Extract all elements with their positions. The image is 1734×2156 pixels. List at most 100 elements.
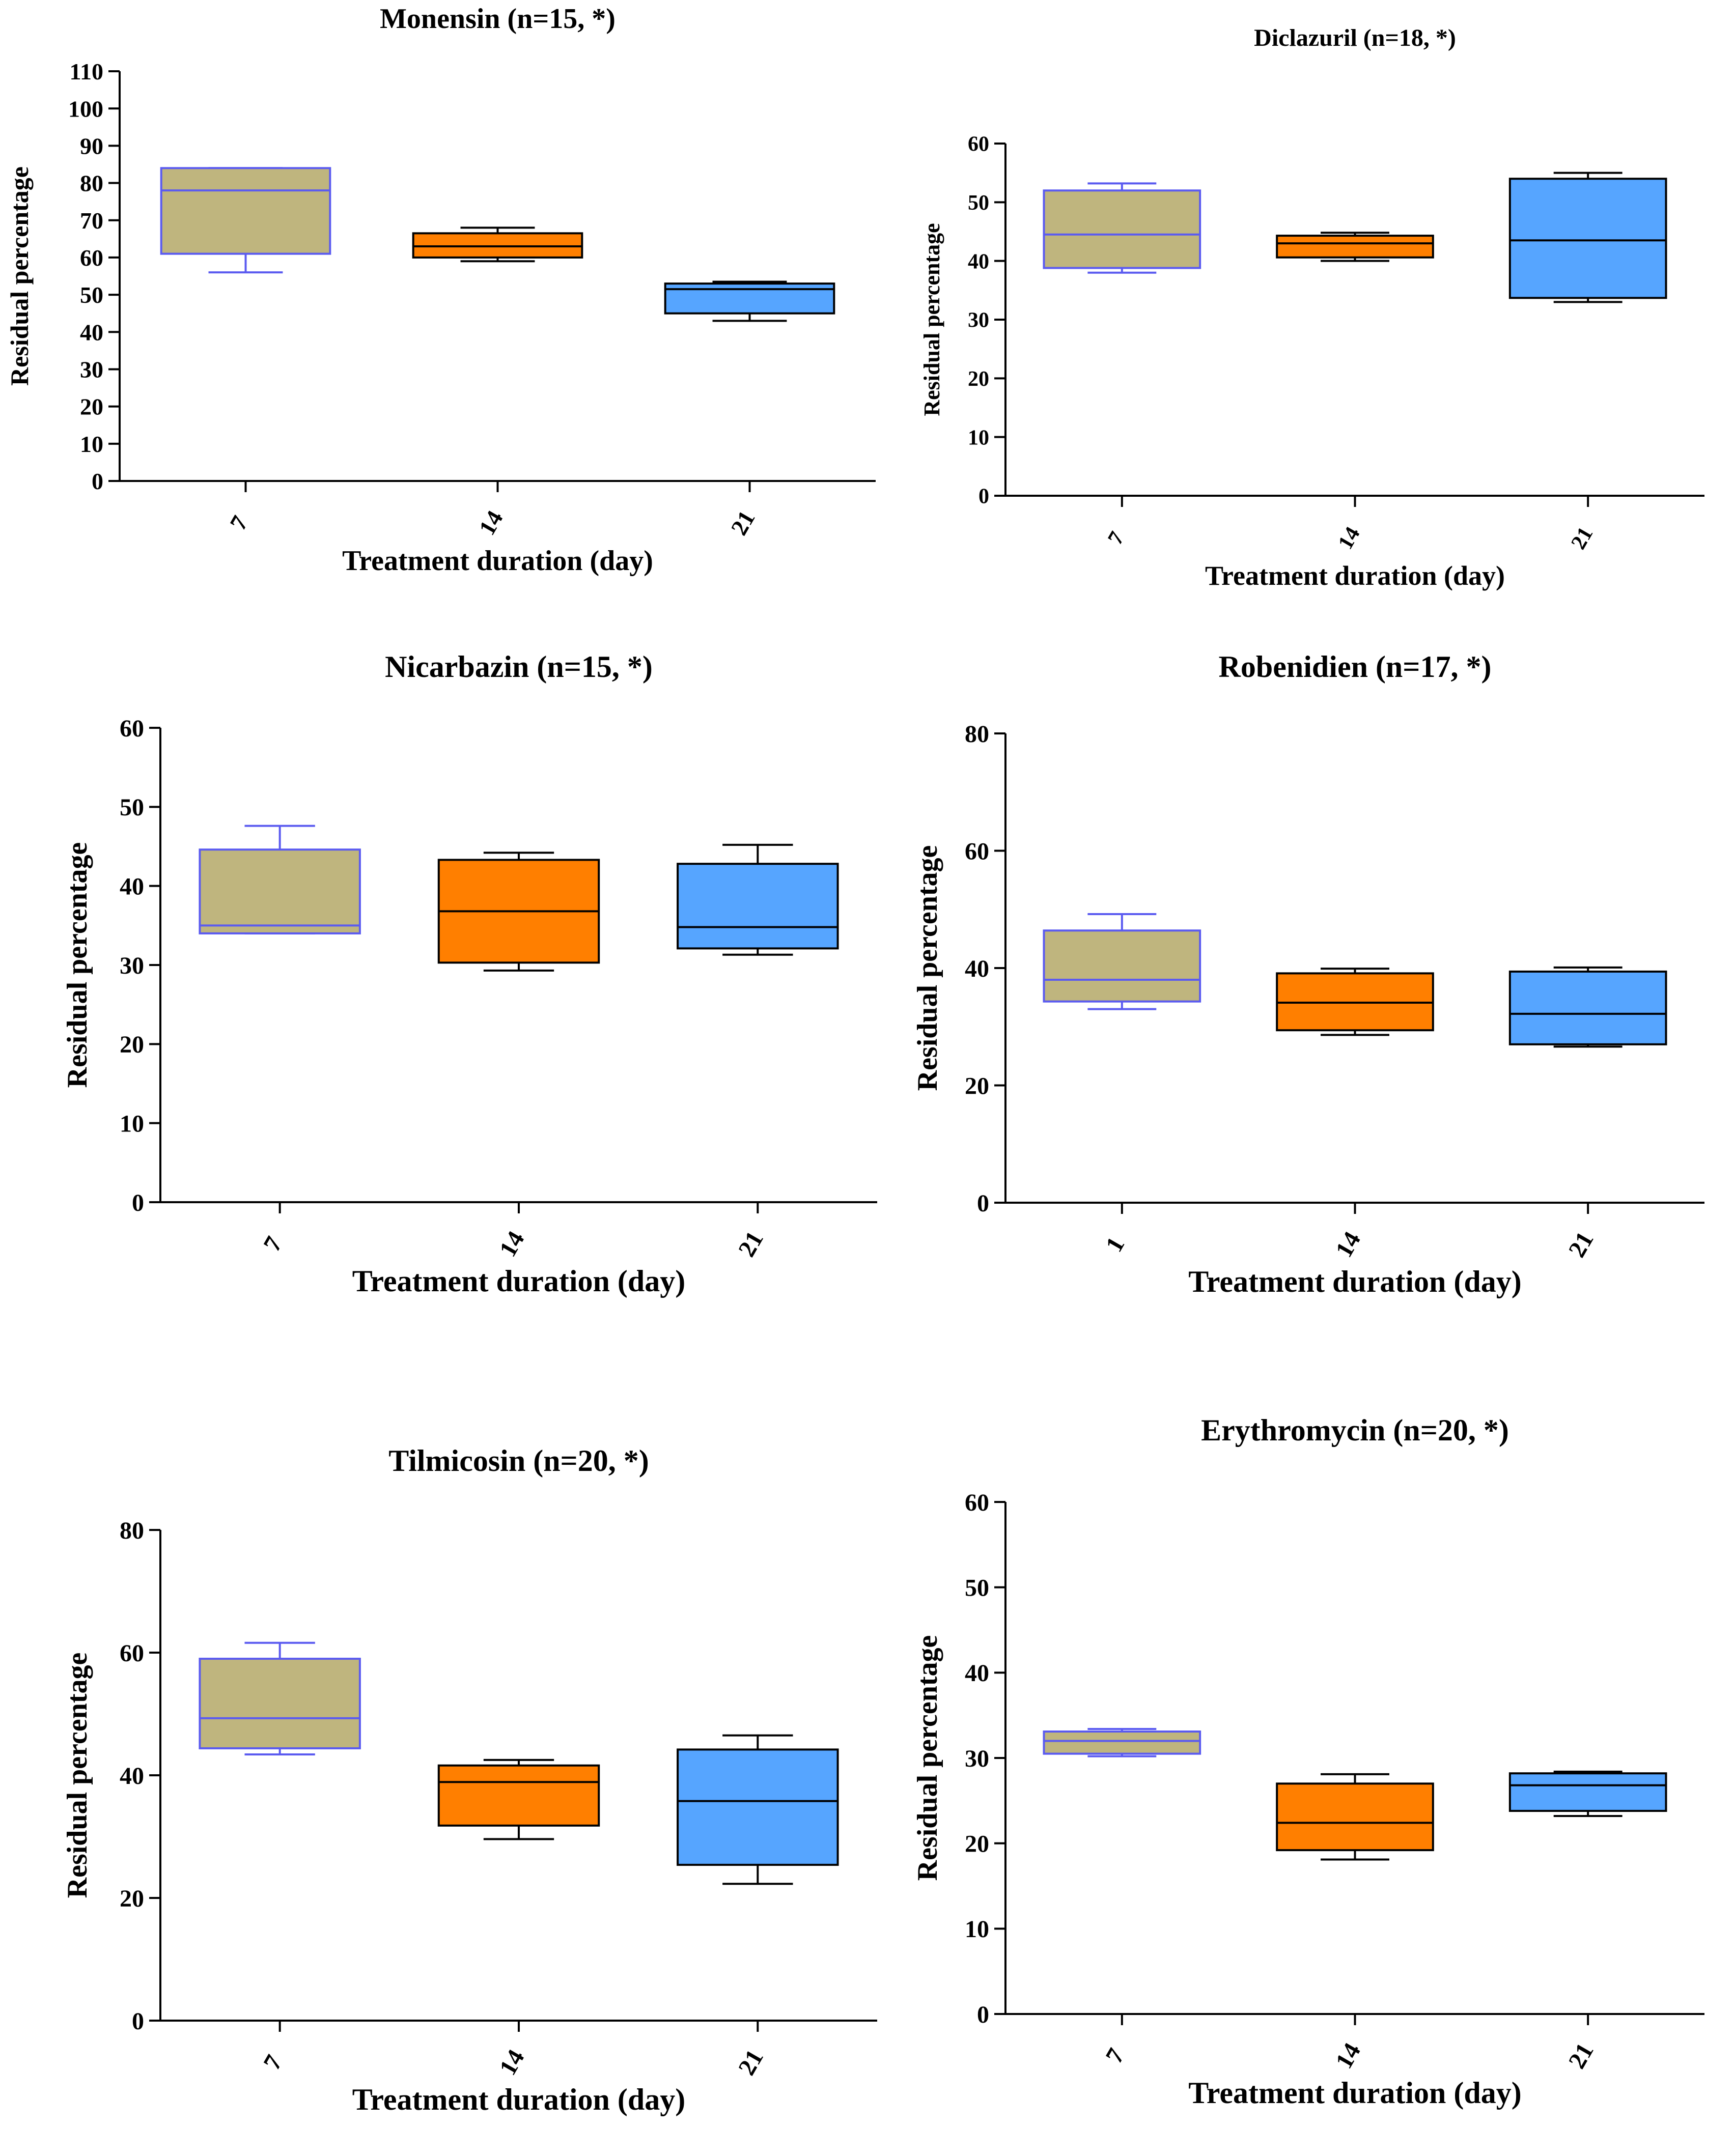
iqr-box <box>437 1764 600 1827</box>
y-tick-label: 30 <box>120 952 144 979</box>
chart-title: Erythromycin (n=20, *) <box>1201 1413 1509 1447</box>
box-7 <box>199 825 361 934</box>
x-tick-label: 7 <box>1100 2044 1130 2068</box>
y-tick-label: 50 <box>80 282 103 308</box>
y-tick-label: 30 <box>965 1745 989 1772</box>
chart-panel-2: Diclazuril (n=18, *) 0 10 20 30 40 50 60 Residua… <box>919 24 1704 591</box>
x-tick-label: 7 <box>258 1232 288 1256</box>
y-axis-label: Residual percentage <box>62 1653 93 1898</box>
chart-title: Tilmicosin (n=20, *) <box>388 1444 649 1478</box>
y-tick-label: 10 <box>968 426 989 449</box>
x-tick-label: 21 <box>1563 2038 1599 2073</box>
y-tick-label: 20 <box>968 367 989 391</box>
box-21 <box>1508 966 1667 1048</box>
y-tick-label: 50 <box>120 794 144 821</box>
chart-panel-5: Tilmicosin (n=20, *) 0 20 40 60 80 Residual pe… <box>62 1444 877 2116</box>
y-tick-label: 40 <box>965 955 989 982</box>
box-21 <box>664 280 835 322</box>
box-14 <box>437 852 600 972</box>
x-tick-label: 7 <box>1103 528 1129 549</box>
y-tick-label: 0 <box>132 1189 144 1216</box>
chart-panel-4: Robenidien (n=17, *) 0 20 40 60 80 Residual pe… <box>912 650 1704 1298</box>
box-21 <box>1508 1770 1667 1818</box>
y-tick-label: 20 <box>80 394 103 420</box>
box-7 <box>160 167 331 274</box>
y-tick-label: 50 <box>965 1574 989 1601</box>
y-tick-label: 10 <box>80 431 103 457</box>
x-tick-label: 14 <box>1330 2038 1366 2073</box>
y-tick-label: 100 <box>68 96 103 122</box>
y-tick-label: 30 <box>968 309 989 332</box>
y-tick-label: 90 <box>80 133 103 159</box>
x-tick-label: 7 <box>258 2051 288 2075</box>
iqr-box <box>1043 189 1201 269</box>
box-7 <box>1043 1727 1201 1757</box>
x-tick-label: 1 <box>1100 1233 1130 1257</box>
x-axis-label: Treatment duration (day) <box>1205 560 1505 591</box>
y-tick-label: 20 <box>120 1031 144 1058</box>
box-21 <box>1508 172 1667 303</box>
x-tick-label: 14 <box>1330 1227 1366 1262</box>
y-axis-label: Residual percentage <box>5 166 34 386</box>
box-14 <box>1276 1773 1434 1861</box>
iqr-box <box>1508 1772 1667 1812</box>
y-axis-label: Residual percentage <box>62 842 93 1088</box>
x-tick-label: 14 <box>1334 523 1365 553</box>
y-tick-label: 50 <box>968 191 989 215</box>
chart-panel-6: Erythromycin (n=20, *) 0 10 20 30 40 50 60 Resid… <box>912 1413 1704 2110</box>
x-tick-label: 21 <box>1567 523 1598 553</box>
y-axis-label: Residual percentage <box>912 1635 943 1881</box>
chart-title: Diclazuril (n=18, *) <box>1254 24 1456 51</box>
y-tick-label: 40 <box>965 1660 989 1687</box>
iqr-box <box>1508 178 1667 299</box>
y-tick-label: 0 <box>132 2008 144 2035</box>
y-tick-label: 40 <box>80 319 103 345</box>
x-axis-label: Treatment duration (day) <box>1188 1265 1521 1298</box>
y-tick-label: 60 <box>80 245 103 271</box>
y-tick-label: 60 <box>965 838 989 865</box>
y-tick-label: 0 <box>977 2001 989 2028</box>
y-tick-label: 60 <box>120 715 144 742</box>
y-axis-label: Residual percentage <box>919 223 944 416</box>
box-14 <box>1276 232 1434 262</box>
y-axis-label: Residual percentage <box>912 845 943 1091</box>
iqr-box <box>1043 1731 1201 1755</box>
y-tick-label: 40 <box>968 250 989 273</box>
y-tick-label: 10 <box>120 1110 144 1137</box>
y-tick-label: 0 <box>92 468 103 494</box>
x-tick-label: 21 <box>725 506 760 540</box>
box-1 <box>1043 913 1201 1010</box>
x-tick-label: 7 <box>225 512 253 534</box>
x-tick-label: 14 <box>494 2045 530 2080</box>
y-tick-label: 110 <box>70 59 103 84</box>
x-tick-label: 21 <box>733 1227 769 1261</box>
x-axis-label: Treatment duration (day) <box>352 2083 685 2116</box>
y-tick-label: 10 <box>965 1916 989 1943</box>
chart-title: Nicarbazin (n=15, *) <box>385 650 653 684</box>
y-tick-label: 20 <box>120 1885 144 1912</box>
y-tick-label: 0 <box>977 1190 989 1217</box>
y-tick-label: 40 <box>120 1763 144 1790</box>
iqr-box <box>677 863 839 950</box>
y-tick-label: 40 <box>120 873 144 900</box>
box-14 <box>412 226 583 263</box>
x-axis-label: Treatment duration (day) <box>1188 2076 1521 2110</box>
x-axis-label: Treatment duration (day) <box>342 545 653 577</box>
y-tick-label: 60 <box>968 133 989 156</box>
iqr-box <box>1508 970 1667 1045</box>
y-tick-label: 0 <box>978 485 989 508</box>
box-7 <box>1043 182 1201 274</box>
chart-title: Monensin (n=15, *) <box>380 3 616 35</box>
box-21 <box>677 843 839 956</box>
y-tick-label: 80 <box>80 171 103 196</box>
chart-panel-3: Nicarbazin (n=15, *) 0 10 20 30 40 50 60 Residua… <box>62 650 877 1298</box>
box-21 <box>677 1734 839 1885</box>
y-tick-label: 80 <box>120 1517 144 1544</box>
x-tick-label: 21 <box>733 2045 769 2080</box>
iqr-box <box>1043 929 1201 1003</box>
y-tick-label: 80 <box>965 721 989 748</box>
iqr-box <box>1276 235 1434 259</box>
iqr-box <box>677 1748 839 1866</box>
iqr-box <box>199 1658 361 1749</box>
